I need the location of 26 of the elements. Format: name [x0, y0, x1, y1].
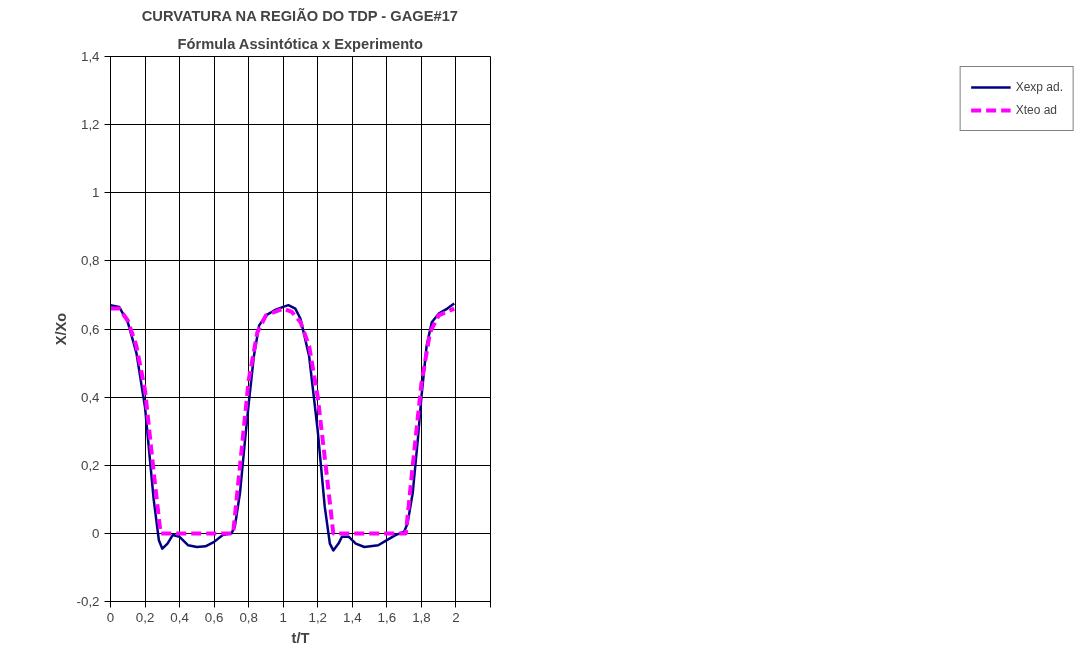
x-tick-label: 0 — [106, 609, 115, 625]
x-tick-label: 0,4 — [170, 609, 190, 625]
x-tick-label: 1 — [279, 609, 287, 625]
x-tick-label: 1,6 — [377, 609, 397, 625]
y-tick-label: 0,6 — [80, 321, 100, 337]
y-tick-label: -0,2 — [76, 594, 100, 609]
y-tick-label: 0,2 — [80, 457, 100, 473]
x-tick-label: 2 — [452, 609, 460, 625]
legend-label: Xteo ad — [1015, 103, 1057, 117]
x-axis-title: t/T — [291, 629, 310, 646]
x-tick-label: 0,6 — [204, 609, 224, 625]
y-tick-label: 1 — [92, 185, 100, 201]
x-tick-label: 0,2 — [135, 609, 155, 625]
y-tick-label: 0,4 — [80, 389, 101, 405]
y-tick-label: 0 — [92, 525, 100, 541]
chart-subtitle: Fórmula Assintótica x Experimento — [177, 35, 423, 52]
x-tick-label: 1,8 — [412, 609, 431, 625]
x-tick-label: 0,8 — [239, 609, 258, 625]
x-tick-label: 1,2 — [308, 609, 328, 625]
chart-title: CURVATURA NA REGIÃO DO TDP - GAGE#17 — [141, 6, 458, 24]
y-tick-label: 1,2 — [80, 117, 100, 133]
x-tick-label: 1,4 — [343, 609, 363, 625]
legend-label: Xexp ad. — [1015, 80, 1063, 94]
y-tick-label: 0,8 — [80, 253, 100, 269]
y-axis-title: X/Xo — [52, 312, 69, 346]
y-tick-label: 1,4 — [80, 49, 101, 64]
